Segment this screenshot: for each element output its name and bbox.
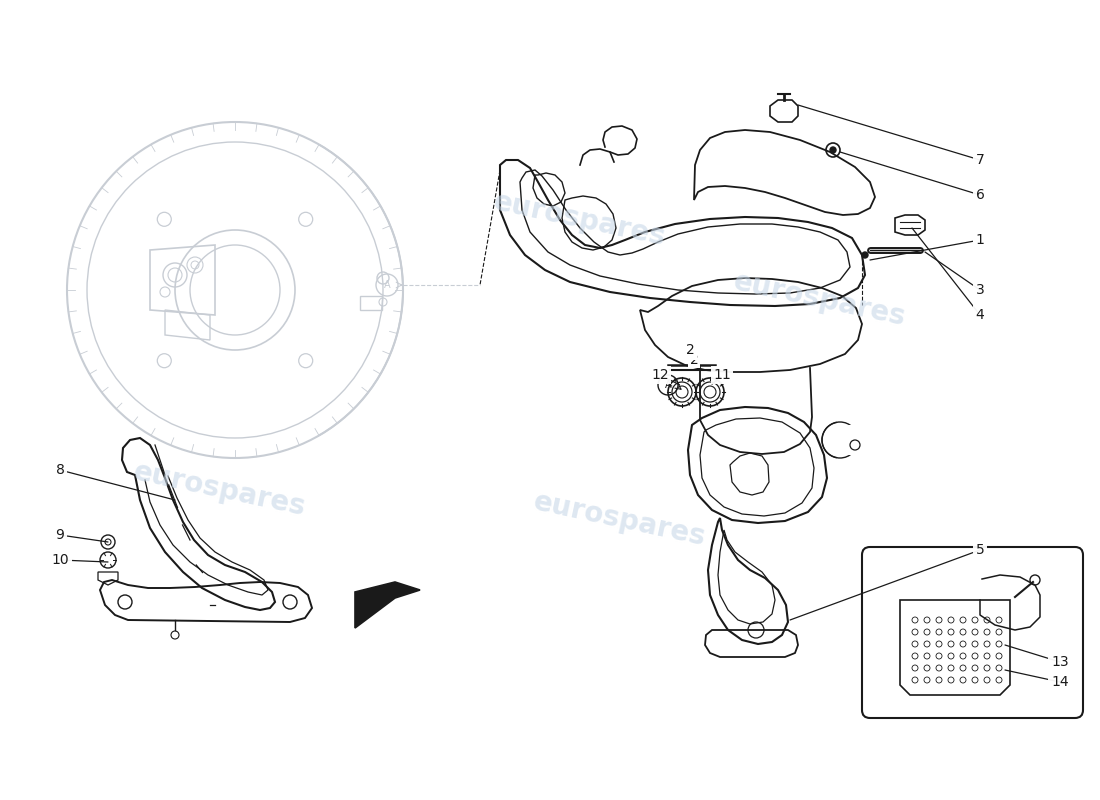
Text: 5: 5 — [976, 543, 984, 557]
Bar — [840, 425, 865, 455]
Text: 1: 1 — [976, 233, 984, 247]
Text: 2: 2 — [690, 353, 698, 367]
Circle shape — [862, 252, 868, 258]
Circle shape — [104, 539, 111, 545]
Text: eurospares: eurospares — [131, 458, 309, 522]
Text: A: A — [384, 280, 390, 290]
Text: eurospares: eurospares — [531, 488, 708, 552]
Text: 10: 10 — [52, 553, 69, 567]
Text: 13: 13 — [1052, 655, 1069, 669]
Bar — [360, 296, 382, 310]
Text: 14: 14 — [1052, 675, 1069, 689]
Text: eurospares: eurospares — [491, 188, 669, 252]
Text: 11: 11 — [713, 368, 730, 382]
Text: 6: 6 — [976, 188, 984, 202]
Text: 4: 4 — [976, 308, 984, 322]
Text: 2: 2 — [685, 343, 694, 357]
Text: 7: 7 — [976, 153, 984, 167]
Text: 3: 3 — [976, 283, 984, 297]
Circle shape — [830, 147, 836, 153]
Text: A: A — [664, 380, 671, 390]
Text: 1: 1 — [976, 233, 984, 247]
Text: 8: 8 — [56, 463, 65, 477]
Text: 9: 9 — [56, 528, 65, 542]
Text: 12: 12 — [651, 368, 669, 382]
Polygon shape — [355, 582, 420, 628]
Text: eurospares: eurospares — [732, 268, 909, 332]
